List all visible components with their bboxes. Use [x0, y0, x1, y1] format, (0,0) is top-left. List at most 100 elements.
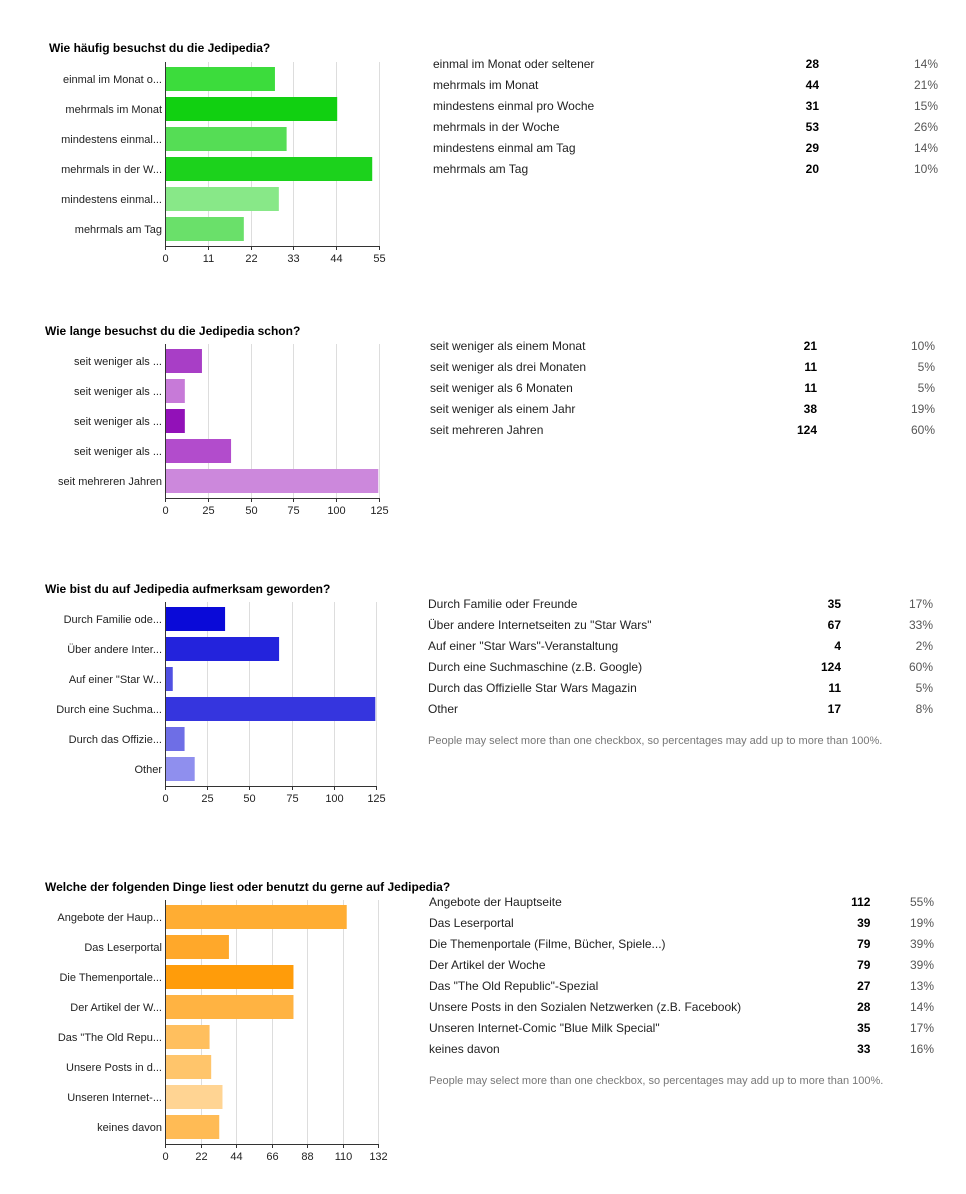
table-row: Der Artikel der Woche 79 39% [429, 954, 934, 975]
answer-count: 11 [804, 359, 817, 374]
answer-count: 67 [827, 617, 841, 632]
answer-count: 20 [805, 161, 819, 176]
answer-label: Other [428, 701, 459, 716]
answer-label: Auf einer "Star Wars"-Veranstaltung [428, 638, 619, 653]
question-title: Wie lange besuchst du die Jedipedia scho… [45, 324, 301, 338]
answer-count: 44 [805, 77, 819, 92]
x-tick-label: 25 [201, 793, 213, 805]
answer-count: 11 [828, 680, 841, 695]
answer-label: seit weniger als 6 Monaten [430, 380, 573, 395]
x-tick-label: 50 [243, 793, 255, 805]
x-tick-label: 110 [335, 1151, 353, 1163]
bar [166, 667, 173, 691]
bar [166, 67, 275, 91]
category-label: Durch eine Suchma... [56, 704, 162, 716]
table-row: Durch das Offizielle Star Wars Magazin 11… [428, 677, 933, 698]
x-tick-label: 0 [162, 1151, 168, 1163]
stats-table-grid: einmal im Monat oder seltener 28 14% mehrma… [433, 53, 938, 179]
answer-label: Durch eine Suchmaschine (z.B. Google) [428, 659, 643, 674]
table-row: einmal im Monat oder seltener 28 14% [433, 53, 938, 74]
answer-count: 35 [827, 596, 841, 611]
bar [166, 439, 232, 463]
answer-count: 31 [805, 98, 819, 113]
category-label: Auf einer "Star W... [69, 674, 162, 686]
category-label: Angebote der Haup... [57, 912, 162, 924]
x-tick-label: 25 [202, 505, 214, 517]
category-label: Unseren Internet-... [67, 1092, 162, 1104]
bar [166, 349, 202, 373]
answer-label: keines davon [429, 1041, 500, 1056]
x-tick-label: 50 [245, 505, 257, 517]
answer-count: 124 [820, 659, 841, 674]
answer-percent: 21% [913, 77, 938, 92]
x-tick-label: 100 [325, 793, 343, 805]
x-tick-label: 44 [330, 253, 342, 265]
table-row: seit weniger als einem Monat 21 10% [430, 335, 935, 356]
answer-count: 17 [827, 701, 841, 716]
answer-count: 79 [857, 957, 871, 972]
x-tick-label: 125 [370, 505, 388, 517]
category-label: keines davon [97, 1122, 162, 1134]
question-title: Welche der folgenden Dinge liest oder be… [45, 880, 451, 894]
answer-count: 35 [857, 1020, 871, 1035]
answer-count: 27 [857, 978, 871, 993]
bar [166, 127, 287, 151]
category-label: Das "The Old Repu... [58, 1032, 162, 1044]
answer-label: mindestens einmal pro Woche [433, 98, 595, 113]
answer-percent: 10% [910, 338, 935, 353]
answer-percent: 10% [913, 161, 938, 176]
bar [166, 1025, 210, 1049]
answer-percent: 14% [909, 999, 934, 1014]
table-row: seit weniger als 6 Monaten 11 5% [430, 377, 935, 398]
answer-percent: 19% [909, 915, 934, 930]
bar [166, 157, 373, 181]
answer-percent: 19% [910, 401, 935, 416]
answer-label: Das "The Old Republic"-Spezial [429, 978, 599, 993]
stats-table: Durch Familie oder Freunde 35 17% Über ande… [428, 593, 933, 719]
answer-percent: 2% [915, 638, 933, 653]
category-label: einmal im Monat o... [63, 74, 162, 86]
category-label: Über andere Inter... [67, 644, 162, 656]
category-label: Das Leserportal [84, 942, 162, 954]
answer-count: 39 [857, 915, 871, 930]
answer-label: mindestens einmal am Tag [433, 140, 576, 155]
category-label: mindestens einmal... [61, 194, 162, 206]
stats-table-grid: Angebote der Hauptseite 112 55% Das Leserpo… [429, 891, 934, 1059]
answer-percent: 8% [915, 701, 933, 716]
answer-percent: 39% [909, 936, 934, 951]
answer-label: seit mehreren Jahren [430, 422, 544, 437]
bar [166, 379, 185, 403]
answer-percent: 5% [917, 359, 935, 374]
category-label: seit weniger als ... [74, 416, 162, 428]
answer-percent: 5% [915, 680, 933, 695]
x-tick-label: 66 [266, 1151, 278, 1163]
bar [166, 935, 229, 959]
table-row: seit weniger als drei Monaten 11 5% [430, 356, 935, 377]
table-row: seit weniger als einem Jahr 38 19% [430, 398, 935, 419]
x-tick-label: 55 [373, 253, 385, 265]
answer-label: mehrmals in der Woche [433, 119, 560, 134]
answer-label: Unsere Posts in den Sozialen Netzwerken … [429, 999, 742, 1014]
category-label: mindestens einmal... [61, 134, 162, 146]
table-row: seit mehreren Jahren 124 60% [430, 419, 935, 440]
category-label: Durch das Offizie... [69, 734, 162, 746]
x-tick-label: 33 [287, 253, 299, 265]
table-row: mehrmals in der Woche 53 26% [433, 116, 938, 137]
x-tick-label: 100 [327, 505, 345, 517]
answer-count: 28 [805, 56, 819, 71]
table-row: Durch Familie oder Freunde 35 17% [428, 593, 933, 614]
answer-percent: 17% [909, 1020, 934, 1035]
answer-label: Der Artikel der Woche [429, 957, 546, 972]
bar [166, 607, 226, 631]
category-label: mehrmals in der W... [61, 164, 162, 176]
table-row: Über andere Internetseiten zu "Star Wars… [428, 614, 933, 635]
answer-label: seit weniger als einem Monat [430, 338, 586, 353]
x-tick-label: 0 [162, 505, 168, 517]
answer-percent: 60% [908, 659, 933, 674]
x-tick-label: 22 [245, 253, 257, 265]
bar [166, 757, 195, 781]
category-label: mehrmals im Monat [65, 104, 162, 116]
answer-label: einmal im Monat oder seltener [433, 56, 595, 71]
bar-chart: 0 22 44 66 88 110 132 Angebote der Haup... Das L… [57, 900, 388, 1163]
question-title: Wie häufig besuchst du die Jedipedia? [49, 41, 271, 55]
